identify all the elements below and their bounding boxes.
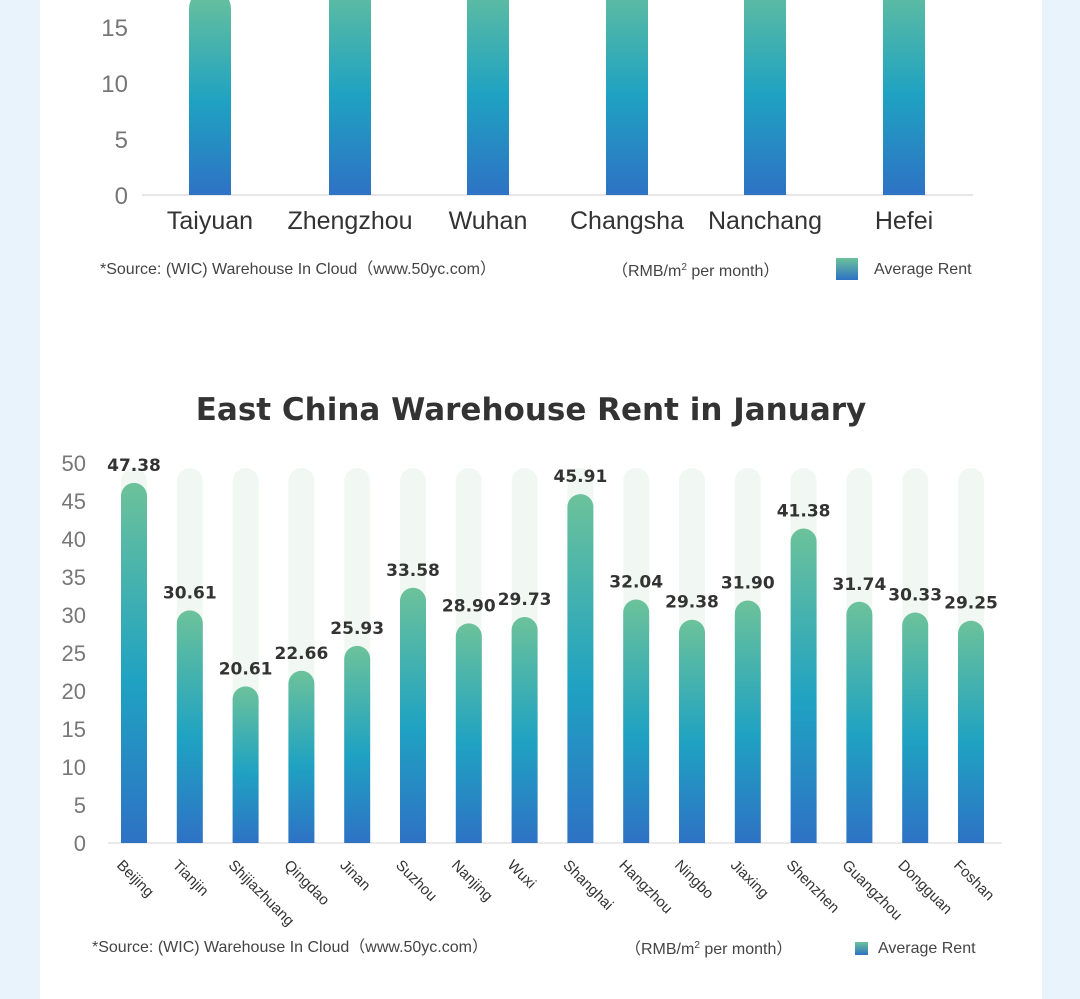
bottom-data-label: 29.73: [498, 590, 552, 610]
bottom-x-category-label: Beijing: [113, 857, 157, 901]
bottom-x-category-label: Shanghai: [560, 857, 617, 914]
bottom-data-label: 45.91: [554, 467, 608, 487]
bottom-bar-ningbo: [679, 619, 705, 843]
bottom-bar-tianjin: [176, 610, 203, 843]
bottom-bar-shanghai: [567, 494, 594, 843]
bottom-y-tick-label: 20: [62, 679, 86, 704]
top-bar-wuhan: [467, 0, 509, 195]
bottom-x-category-label: Jinan: [336, 857, 373, 894]
bottom-bar-hangzhou: [623, 599, 650, 843]
bottom-data-label: 30.61: [163, 583, 217, 603]
bottom-data-label: 29.25: [944, 594, 998, 614]
bottom-y-tick-label: 30: [62, 603, 86, 628]
bottom-x-category-label: Ningbo: [671, 857, 717, 903]
content-card: 0 5 10 15 Taiyuan Zhengzhou Wuhan Changsha Nanc…: [40, 0, 1042, 999]
top-unit-note: （RMB/m2 per month）: [612, 262, 779, 280]
top-x-category-label: Nanchang: [708, 207, 822, 235]
top-y-tick-label: 10: [101, 71, 128, 98]
bottom-x-category-label: Shenzhen: [783, 857, 843, 917]
bottom-x-category-label: Jiaxing: [727, 857, 772, 902]
bottom-bar-jiaxing: [734, 600, 761, 843]
bottom-data-label: 33.58: [386, 561, 440, 581]
bottom-x-category-label: Nanjing: [448, 857, 496, 905]
bottom-x-category-label: Suzhou: [392, 857, 440, 905]
bottom-bar-dongguan: [902, 612, 929, 843]
top-x-category-label: Changsha: [570, 207, 684, 235]
bottom-chart-title: East China Warehouse Rent in January: [196, 392, 866, 428]
bottom-bar-wuxi: [511, 617, 538, 843]
top-source-note: *Source: (WIC) Warehouse In Cloud（www.50…: [100, 260, 496, 278]
bottom-data-label: 28.90: [442, 596, 496, 616]
bottom-y-tick-label: 15: [62, 717, 86, 742]
bottom-y-tick-label: 50: [62, 451, 86, 476]
bottom-bar-qingdao: [288, 670, 315, 843]
bottom-bar-beijing: [121, 482, 147, 843]
bottom-unit-note: （RMB/m2 per month）: [625, 940, 792, 958]
bottom-data-label: 30.33: [888, 585, 942, 605]
bottom-source-note: *Source: (WIC) Warehouse In Cloud（www.50…: [92, 938, 488, 956]
bottom-bar-nanjing: [455, 623, 482, 843]
top-x-category-label: Hefei: [875, 207, 933, 235]
bottom-data-label: 31.74: [833, 575, 887, 595]
bottom-x-category-label: Wuxi: [504, 857, 539, 892]
bottom-y-tick-label: 25: [62, 641, 86, 666]
top-x-category-label: Wuhan: [449, 207, 528, 235]
bottom-data-label: 32.04: [609, 572, 663, 592]
bottom-data-label: 29.38: [665, 593, 719, 613]
bottom-bar-foshan: [958, 620, 984, 843]
bottom-data-label: 47.38: [107, 456, 161, 476]
bottom-y-tick-label: 40: [62, 527, 86, 552]
bottom-bar-suzhou: [400, 587, 426, 843]
top-legend-label: Average Rent: [874, 261, 972, 278]
bottom-bar-guangzhou: [846, 601, 873, 843]
bottom-y-tick-label: 45: [62, 489, 86, 514]
bottom-x-category-label: Tianjin: [169, 857, 212, 900]
top-bar-changsha: [606, 0, 648, 195]
top-bar-hefei: [883, 0, 925, 195]
bottom-y-tick-label: 35: [62, 565, 86, 590]
bottom-legend-swatch: [855, 942, 868, 955]
top-y-tick-label: 0: [115, 183, 128, 210]
top-x-category-label: Zhengzhou: [287, 207, 412, 235]
bottom-bar-shenzhen: [790, 528, 817, 843]
bottom-x-category-label: Foshan: [950, 857, 997, 904]
bottom-x-category-label: Qingdao: [281, 857, 333, 909]
bottom-x-category-label: Hangzhou: [615, 857, 675, 917]
bottom-data-label: 20.61: [219, 659, 273, 679]
bottom-data-label: 22.66: [275, 644, 329, 664]
top-y-tick-label: 5: [115, 127, 128, 154]
bottom-data-label: 31.90: [721, 574, 775, 594]
bottom-y-tick-label: 10: [62, 755, 86, 780]
east-china-bar-chart: East China Warehouse Rent in January 0 5 1…: [62, 392, 1002, 958]
bottom-bar-jinan: [344, 645, 371, 843]
top-y-tick-label: 15: [101, 15, 128, 42]
bottom-bar-shijiazhuang: [232, 686, 259, 843]
top-bar-taiyuan: [189, 0, 231, 195]
bottom-data-label: 41.38: [777, 502, 831, 522]
top-x-category-label: Taiyuan: [167, 207, 253, 235]
bottom-data-label: 25.93: [330, 619, 384, 639]
north-china-bar-chart: 0 5 10 15 Taiyuan Zhengzhou Wuhan Changsha Nanc…: [100, 0, 973, 280]
top-bar-nanchang: [744, 0, 786, 195]
bottom-y-tick-label: 0: [74, 831, 86, 856]
bottom-legend-label: Average Rent: [878, 940, 976, 957]
top-bar-zhengzhou: [329, 0, 371, 195]
top-legend-swatch: [836, 258, 858, 280]
bottom-y-tick-label: 5: [74, 793, 86, 818]
